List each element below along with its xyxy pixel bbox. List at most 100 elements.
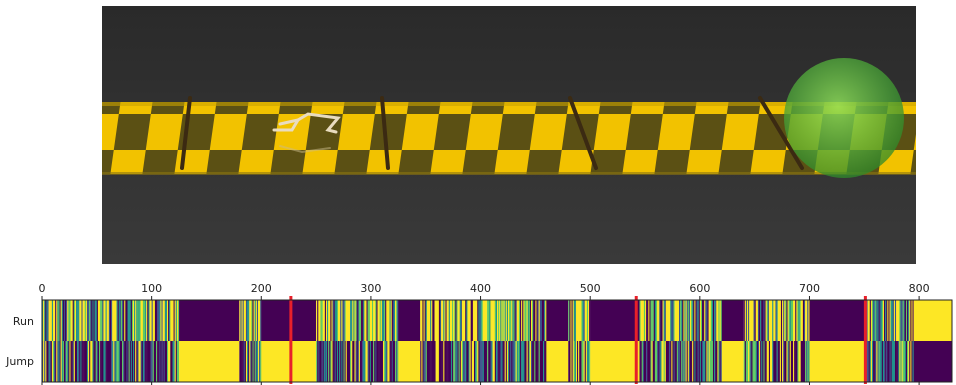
- heatmap-cell-jump: [482, 341, 485, 382]
- heatmap-cell-run: [795, 300, 797, 341]
- heatmap-cell-run: [884, 300, 886, 341]
- heatmap-cell-jump: [775, 341, 777, 382]
- heatmap-cell-run: [436, 300, 438, 341]
- heatmap-cell-run: [364, 300, 366, 341]
- heatmap-cell-jump: [512, 341, 514, 382]
- heatmap-cell-run: [867, 300, 869, 341]
- heatmap-cell-run: [759, 300, 761, 341]
- heatmap-cell-run: [767, 300, 770, 341]
- heatmap-cell-jump: [521, 341, 523, 382]
- heatmap-cell-jump: [511, 341, 513, 382]
- heatmap-cell-run: [787, 300, 789, 341]
- heatmap-cell-run: [908, 300, 910, 341]
- heatmap-cell-jump: [889, 341, 891, 382]
- heatmap-cell-run: [903, 300, 906, 341]
- heatmap-cell-run: [385, 300, 387, 341]
- heatmap-cell-run: [484, 300, 487, 341]
- heatmap-cell-run: [45, 300, 47, 341]
- heatmap-cell-jump: [809, 341, 865, 382]
- heatmap-cell-jump: [179, 341, 240, 382]
- heatmap-cell-jump: [261, 341, 317, 382]
- heatmap-cell-jump: [333, 341, 335, 382]
- heatmap-cell-run: [252, 300, 254, 341]
- heatmap-cell-run: [480, 300, 482, 341]
- heatmap-cell-run: [897, 300, 899, 341]
- heatmap-cell-run: [423, 300, 425, 341]
- heatmap-cell-jump: [256, 341, 259, 382]
- heatmap-cell-jump: [772, 341, 774, 382]
- heatmap-cell-run: [468, 300, 470, 341]
- heatmap-cell-jump: [321, 341, 323, 382]
- heatmap-cell-jump: [504, 341, 506, 382]
- heatmap-cell-jump: [869, 341, 872, 382]
- heatmap-cell-run: [150, 300, 152, 341]
- heatmap-cell-jump: [709, 341, 711, 382]
- heatmap-cell-run: [339, 300, 341, 341]
- heatmap-cell-jump: [538, 341, 540, 382]
- heatmap-cell-run: [60, 300, 62, 341]
- heatmap-cell-jump: [42, 341, 44, 382]
- heatmap-cell-jump: [255, 341, 258, 382]
- heatmap-cell-run: [52, 300, 55, 341]
- heatmap-cell-jump: [682, 341, 684, 382]
- x-tick-label: 400: [470, 282, 491, 295]
- heatmap-cell-run: [493, 300, 496, 341]
- heatmap-cell-jump: [352, 341, 354, 382]
- heatmap-cell-jump: [378, 341, 380, 382]
- heatmap-cell-jump: [379, 341, 381, 382]
- heatmap-cell-run: [115, 300, 117, 341]
- heatmap-cell-jump: [77, 341, 79, 382]
- heatmap-cell-jump: [796, 341, 798, 382]
- heatmap-cell-jump: [525, 341, 527, 382]
- heatmap-cell-run: [891, 300, 893, 341]
- heatmap-cell-jump: [790, 341, 793, 382]
- heatmap-cell-jump: [459, 341, 462, 382]
- heatmap-cell-jump: [500, 341, 502, 382]
- heatmap-cell-jump: [685, 341, 687, 382]
- heatmap-cell-run: [449, 300, 452, 341]
- heatmap-cell-jump: [364, 341, 366, 382]
- heatmap-cell-run: [478, 300, 480, 341]
- heatmap-cell-jump: [373, 341, 375, 382]
- heatmap-cell-run: [789, 300, 792, 341]
- heatmap-cell-run: [123, 300, 125, 341]
- heatmap-cell-run: [495, 300, 498, 341]
- heatmap-cell-jump: [488, 341, 490, 382]
- heatmap-cell-jump: [445, 341, 447, 382]
- heatmap-cell-jump: [385, 341, 387, 382]
- heatmap-cell-jump: [803, 341, 806, 382]
- heatmap-cell-jump: [497, 341, 499, 382]
- heatmap-cell-jump: [172, 341, 174, 382]
- heatmap-cell-jump: [129, 341, 132, 382]
- heatmap-cell-run: [463, 300, 465, 341]
- heatmap-cell-jump: [330, 341, 332, 382]
- heatmap-cell-run: [261, 300, 317, 341]
- heatmap-cell-jump: [492, 341, 494, 382]
- heatmap-cell-jump: [805, 341, 807, 382]
- heatmap-cell-run: [44, 300, 46, 341]
- heatmap-cell-run: [464, 300, 466, 341]
- heatmap-cell-jump: [391, 341, 394, 382]
- heatmap-cell-jump: [55, 341, 57, 382]
- heatmap-cell-jump: [778, 341, 781, 382]
- heatmap-cell-jump: [720, 341, 722, 382]
- heatmap-cell-jump: [799, 341, 801, 382]
- heatmap-cell-run: [511, 300, 513, 341]
- heatmap-cell-jump: [674, 341, 676, 382]
- heatmap-cell-jump: [589, 341, 591, 382]
- heatmap-cell-jump: [446, 341, 448, 382]
- heatmap-cell-jump: [141, 341, 144, 382]
- heatmap-cell-run: [771, 300, 773, 341]
- heatmap-cell-run: [420, 300, 422, 341]
- heatmap-cell-jump: [166, 341, 169, 382]
- heatmap-cell-run: [512, 300, 514, 341]
- heatmap-cell-run: [331, 300, 333, 341]
- heatmap-cell-run: [325, 300, 328, 341]
- heatmap-cell-run: [344, 300, 346, 341]
- heatmap-cell-jump: [498, 341, 500, 382]
- heatmap-cell-run: [658, 300, 660, 341]
- heatmap-cell-jump: [791, 341, 794, 382]
- heatmap-cell-jump: [881, 341, 884, 382]
- heatmap-cell-jump: [580, 341, 582, 382]
- heatmap-cell-run: [248, 300, 250, 341]
